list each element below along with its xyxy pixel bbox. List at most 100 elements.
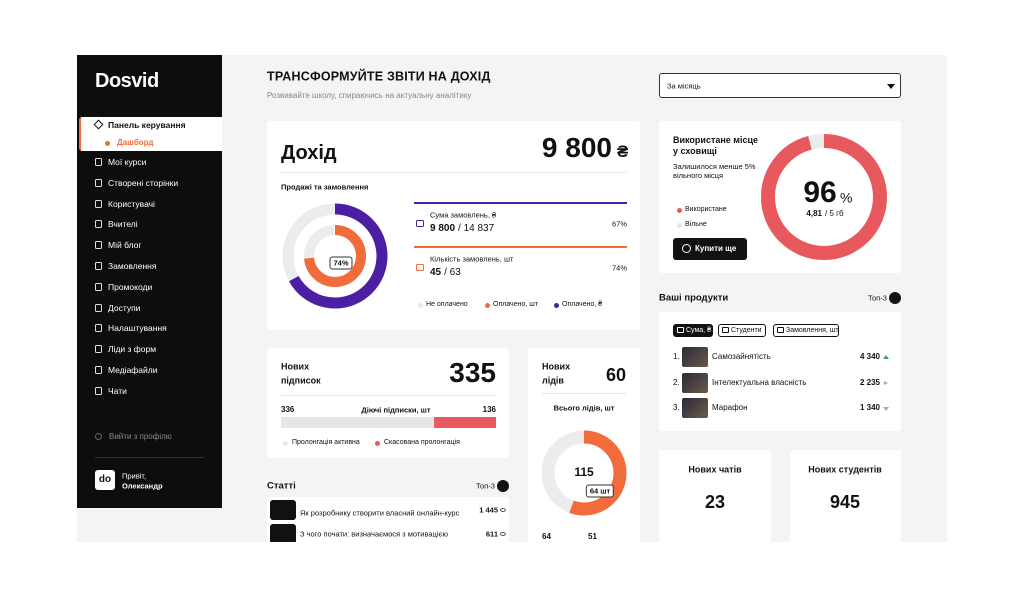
product-rank: 2.: [673, 378, 680, 388]
menu-item[interactable]: Користувачі: [108, 198, 155, 209]
ring-arc: [304, 225, 366, 287]
menu-icon: [95, 262, 102, 270]
storage-used: 4,81: [806, 209, 822, 219]
menu-icon: [95, 366, 102, 374]
menu-item[interactable]: Ліди з форм: [108, 344, 157, 355]
legend-dot: [553, 302, 559, 308]
legend-label: Вільне: [685, 220, 707, 228]
tab-label[interactable]: Сума, ₴: [686, 326, 711, 334]
legend-dot: [676, 222, 682, 228]
menu-item[interactable]: Промокоди: [108, 281, 153, 292]
subscriptions-card: [267, 348, 509, 458]
menu-item[interactable]: Медіафайли: [108, 364, 158, 375]
product-tab[interactable]: [773, 324, 839, 337]
menu-item[interactable]: Доступи: [108, 302, 141, 313]
tab-icon: [722, 327, 729, 333]
buy-button[interactable]: [673, 238, 747, 260]
submenu-dot: [104, 140, 110, 146]
metric-value: 45: [430, 267, 442, 278]
trend-icon: [883, 407, 889, 411]
leads-count: 60: [605, 365, 626, 386]
tab-icon: [677, 327, 684, 333]
chats-count: 23: [704, 492, 726, 513]
income-amount: 9 800: [541, 132, 612, 164]
menu-item[interactable]: Вчителі: [108, 219, 138, 230]
subs-divider: [281, 395, 496, 396]
ring-arc: [541, 430, 627, 516]
tab-icon: [777, 327, 784, 333]
product-rank: 3.: [673, 403, 680, 413]
menu-item[interactable]: Створені сторінки: [108, 177, 179, 188]
leads-title: Нових лідів: [542, 361, 571, 386]
chats-title: Нових чатів: [688, 464, 742, 475]
leads-total: 115: [574, 464, 594, 479]
metric-total: / 63: [444, 267, 461, 278]
storage-total: / 5 гб: [825, 209, 844, 219]
metric-icon: [416, 220, 424, 227]
subs-cancelled: 136: [482, 405, 496, 415]
menu-icon: [95, 282, 102, 291]
top-icon: [497, 480, 509, 492]
legend-label: Не оплачено: [426, 300, 468, 308]
sidebar-divider: [95, 457, 204, 458]
active-item-bg: [79, 117, 222, 151]
page-subtitle: Розвивайте школу, спираючись на актуальн…: [267, 91, 472, 101]
product-name: Марафон: [712, 403, 748, 413]
dropdown-caret: [887, 84, 895, 89]
center-label: 74%: [329, 256, 353, 270]
tab-label[interactable]: Замовлення, шт: [786, 326, 839, 334]
avatar: [95, 470, 115, 490]
product-thumb: [682, 347, 708, 367]
bar-title: Діючі підписки, шт: [361, 405, 431, 415]
product-tab[interactable]: [718, 324, 766, 337]
menu-item[interactable]: Мій блог: [108, 240, 142, 251]
menu-item[interactable]: Мої курси: [108, 156, 147, 167]
submenu-item[interactable]: Дашборд: [117, 138, 154, 148]
logout-icon: [95, 433, 102, 440]
leads-chart-title: Всього лідів, шт: [553, 403, 615, 413]
menu-item[interactable]: Панель керування: [108, 119, 186, 130]
leads-part: 64 шт: [585, 484, 615, 498]
menu-item[interactable]: Налаштування: [108, 323, 167, 334]
storage-percent: 96: [803, 176, 837, 209]
chats-card: [659, 450, 771, 547]
tab-label[interactable]: Студенти: [731, 326, 762, 334]
income-divider: [281, 172, 627, 173]
students-count: 945: [829, 492, 861, 513]
chart-title: Продажі та замовлення: [281, 182, 369, 192]
subs-count: 335: [449, 357, 496, 389]
leads-stat: 64: [542, 532, 551, 542]
menu-item[interactable]: Замовлення: [108, 260, 157, 271]
legend-label: Оплачено, ₴: [562, 300, 603, 308]
period-select[interactable]: [659, 73, 901, 98]
menu-icon: [95, 158, 102, 166]
students-card: [790, 450, 901, 547]
plus-icon: [682, 244, 691, 253]
legend-label: Пролонгація активна: [292, 438, 360, 446]
product-value: 4 340: [859, 352, 880, 362]
trend-icon: [884, 381, 888, 385]
menu-item[interactable]: Чати: [108, 385, 127, 396]
metric-label: Кількість замовлень, шт: [430, 254, 514, 264]
top-icon: [889, 292, 901, 304]
metric-label: Сума замовлень, ₴: [430, 210, 497, 220]
products-title: Ваші продукти: [659, 292, 729, 304]
period-value[interactable]: За місяць: [667, 81, 701, 91]
subs-active: 336: [281, 405, 295, 415]
leads-stat: 51: [588, 532, 597, 542]
legend-dot: [484, 302, 490, 308]
buy-button-label[interactable]: Купити ще: [695, 244, 737, 254]
bar-segment: [434, 417, 496, 428]
metric-icon: [416, 264, 424, 271]
article-icon: [270, 524, 296, 544]
ring-arc: [761, 134, 887, 260]
logout[interactable]: Вийти з профілю: [109, 432, 172, 442]
menu-icon: [95, 241, 102, 250]
trend-icon: [883, 355, 889, 359]
articles-title: Статті: [267, 480, 296, 492]
user-name: Олександр: [122, 481, 163, 491]
article-views: 611: [485, 529, 498, 539]
